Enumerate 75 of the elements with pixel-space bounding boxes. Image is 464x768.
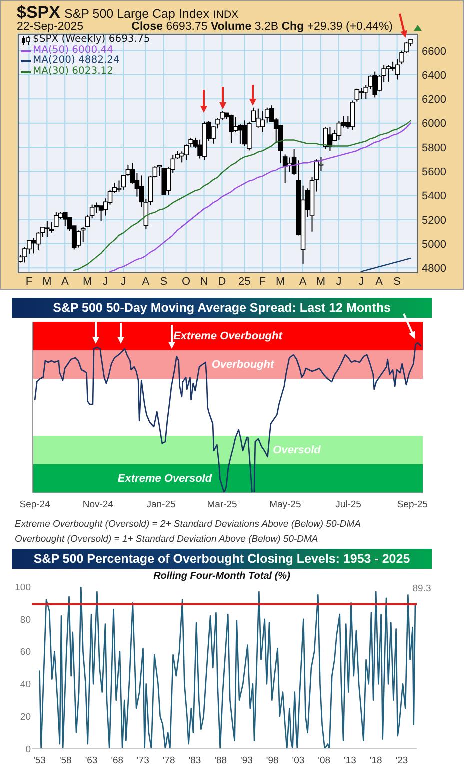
text: Overbought (Oversold) = 1+ Standard Deviation Above (Below) 50-DMA [15,534,318,545]
x-tick-label: J [336,276,342,288]
x-tick-label: Nov-24 [82,500,114,511]
y-tick-label: 5000 [422,238,446,251]
x-tick-label: D [218,276,226,288]
legend-label: MA(30) 6023.12 [33,66,114,78]
x-tick-label: '88 [214,756,228,767]
x-tick-label: A [61,276,70,288]
x-tick-label: Mar-25 [207,500,238,511]
y-tick-label: 60 [20,647,31,658]
x-tick-label: '83 [188,756,202,767]
x-tick-label: J [120,276,126,288]
y-tick-label: 6600 [422,46,446,58]
x-tick-label: M [42,276,52,288]
x-tick-label: M [82,276,92,288]
text: Close 6693.75 Volume 3.2B Chg +29.39 (+0.44%) [132,21,393,33]
y-tick-label: 6000 [422,118,446,130]
x-tick-label: N [200,276,208,288]
x-tick-label: '78 [162,756,176,767]
y-tick-label: 40 [20,680,31,691]
chart-title: $SPX S&P 500 Large Cap Index INDX [17,3,239,22]
chart-title: S&P 500 Percentage of Overbought Closing Levels: 1953 - 2025 [12,549,432,569]
y-tick-label: 5600 [422,166,446,179]
x-tick-label: J [358,276,364,288]
legend-label: $SPX (Weekly) 6693.75 [33,34,150,45]
band-label: Extreme Overbought [174,330,284,342]
x-tick-label: A [299,276,308,288]
x-tick-label: Sep-24 [20,500,50,511]
x-tick-label: '13 [344,756,356,767]
band-label: Overbought [212,358,276,371]
x-tick-label: '18 [370,756,382,767]
y-tick-label: 0 [26,744,31,756]
chart-subtitle: Rolling Four-Month Total (%) [152,571,292,583]
x-tick-label: '93 [240,756,253,767]
x-tick-label: '23 [396,756,408,767]
x-tick-label: Sep-25 [397,500,428,511]
x-tick-label: '58 [59,756,72,767]
x-tick-label: '68 [111,756,124,767]
legend-label: MA(50) 6000.44 [33,44,114,56]
x-tick-label: M [276,276,286,288]
y-tick-label: 6200 [422,94,446,106]
x-tick-label: M [316,276,326,288]
ref-line-label: 89.3 [412,583,432,594]
y-tick-label: 20 [20,712,31,723]
x-tick-label: '53 [34,756,46,767]
x-tick-label: '08 [318,756,331,767]
y-tick-label: 5400 [422,190,446,203]
x-tick-label: '03 [292,756,305,767]
chart-title: S&P 500 50-Day Moving Average Spread: Last 12 Months [12,298,432,318]
x-tick-label: 25 [238,276,251,288]
x-tick-label: A [142,276,150,288]
x-tick-label: '63 [85,756,98,767]
x-tick-label: J [102,276,108,288]
x-tick-label: S [160,276,168,288]
y-tick-label: 4800 [422,263,446,276]
y-tick-label: 5200 [422,214,446,227]
x-tick-label: F [26,276,33,288]
x-tick-label: S [394,276,401,288]
band-label: Oversold [273,444,322,456]
x-tick-label: F [259,276,266,288]
x-tick-label: '73 [137,756,150,767]
x-tick-label: '98 [266,756,279,767]
y-tick-label: 100 [15,582,31,594]
legend-label: MA(200) 4882.24 [33,55,120,66]
band-label: Extreme Oversold [118,472,212,485]
text: Extreme Overbought (Oversold) = 2+ Standard Deviations Above (Below) 50-DMA [15,519,362,530]
x-tick-label: A [376,276,384,288]
x-tick-label: O [182,276,192,288]
y-tick-label: 6400 [422,70,446,82]
y-tick-label: 5800 [422,142,446,154]
x-tick-label: Jan-25 [146,500,176,511]
y-tick-label: 80 [20,614,31,626]
x-tick-label: Jul-25 [336,500,362,511]
chart-subtitle: 22-Sep-2025 [17,21,84,33]
x-tick-label: May-25 [270,500,302,511]
